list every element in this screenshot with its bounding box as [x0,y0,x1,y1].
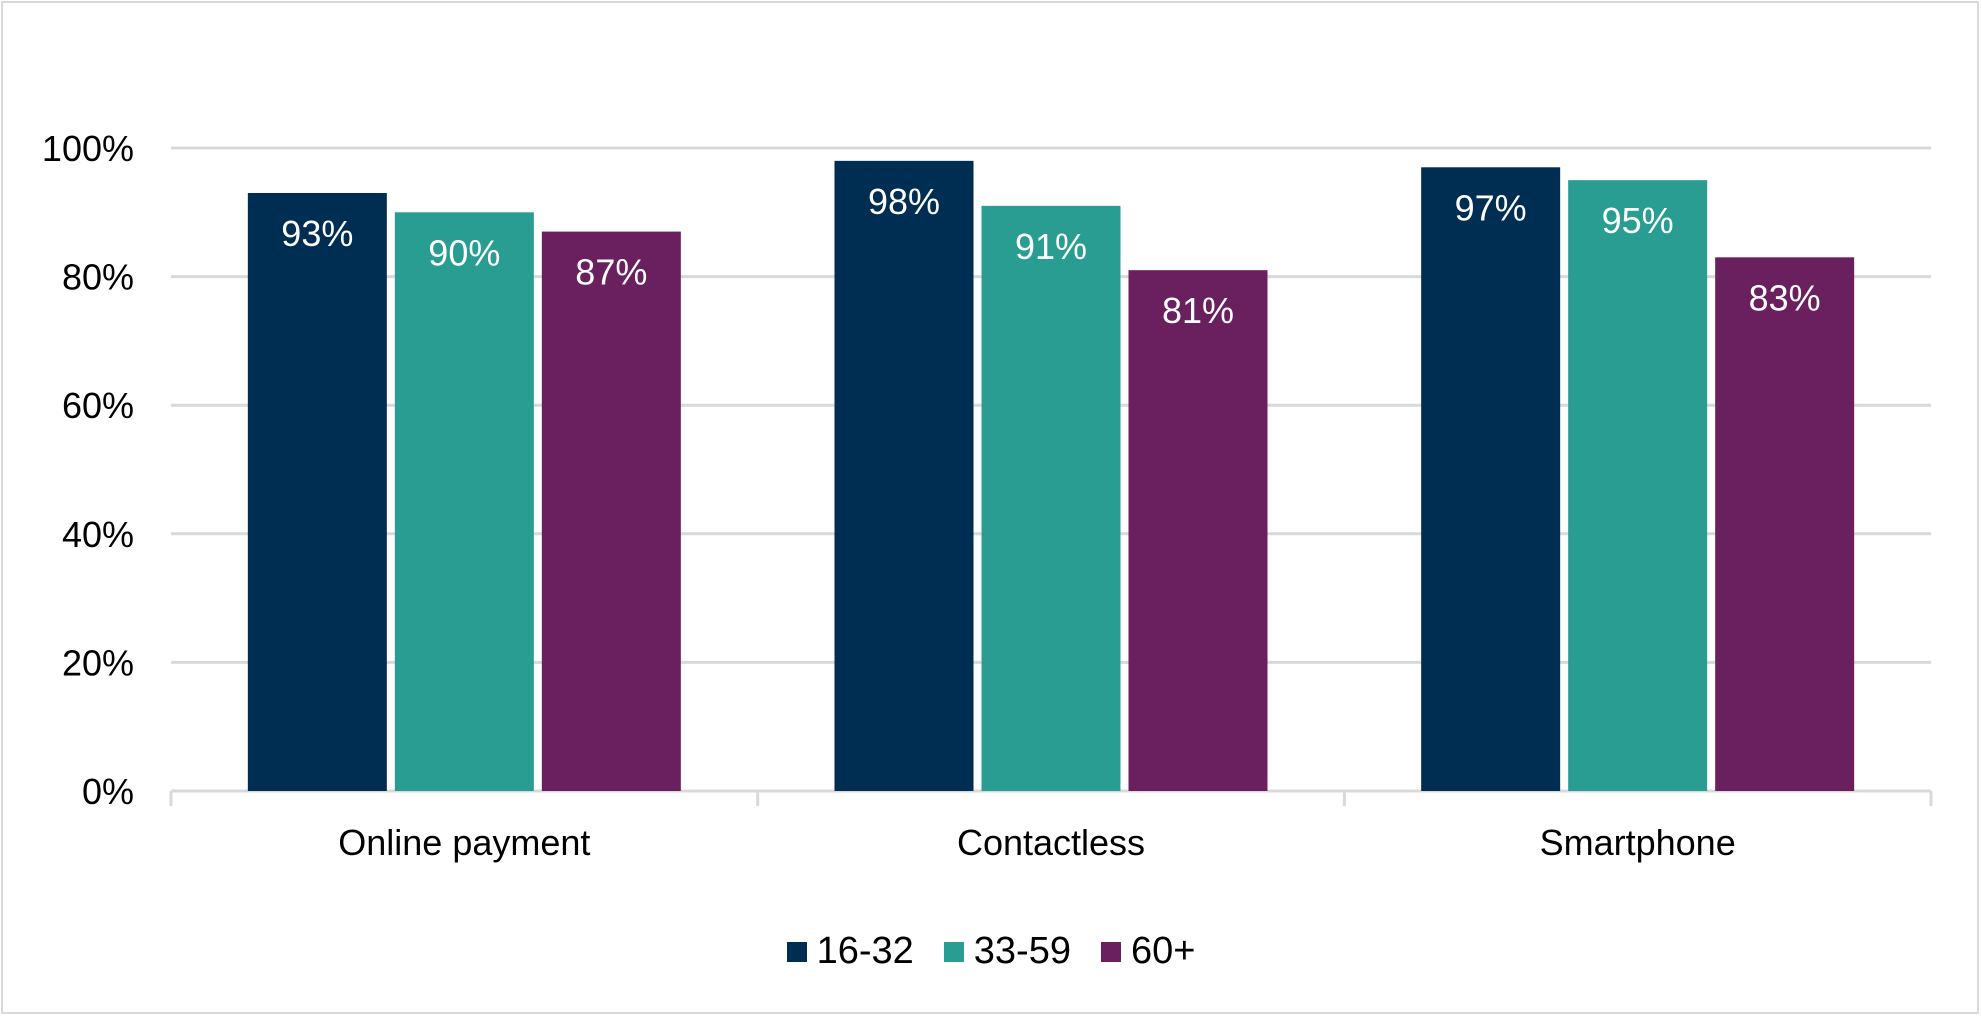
data-label: 91% [1015,226,1087,267]
data-label: 97% [1455,187,1527,228]
legend-label: 33-59 [973,930,1071,972]
legend-item: 60+ [1100,930,1196,973]
bar-60+-contactless [1128,270,1268,791]
bar-33-59-contactless [981,205,1121,791]
y-tick-label: 40% [62,514,134,555]
legend: 16-32 33-59 60+ [0,930,1982,973]
data-label: 93% [281,213,353,254]
y-tick-label: 80% [62,257,134,298]
legend-swatch [943,941,964,962]
bar-33-59-online-payment [394,212,534,792]
data-label: 90% [428,232,500,273]
data-label: 95% [1602,200,1674,241]
y-tick-label: 60% [62,385,134,426]
bar-60+-online-payment [541,231,681,792]
bar-60+-smartphone [1715,257,1855,791]
legend-item: 33-59 [943,930,1071,973]
x-category-label: Contactless [957,822,1145,863]
x-category-label: Smartphone [1540,822,1736,863]
y-tick-label: 0% [82,771,134,812]
y-tick-label: 20% [62,642,134,683]
bar-16-32-online-payment [247,193,387,791]
y-tick-label: 100% [42,128,134,169]
legend-label: 16-32 [816,930,914,972]
legend-item: 16-32 [786,930,914,973]
data-label: 98% [868,181,940,222]
bar-16-32-smartphone [1421,167,1561,792]
bar-33-59-smartphone [1568,180,1708,791]
legend-label: 60+ [1130,930,1196,972]
bar-16-32-contactless [834,160,974,792]
data-label: 87% [575,252,647,293]
legend-swatch [1100,941,1121,962]
legend-swatch [786,941,807,962]
data-label: 83% [1749,277,1821,318]
x-category-label: Online payment [338,822,590,863]
data-label: 81% [1162,290,1234,331]
